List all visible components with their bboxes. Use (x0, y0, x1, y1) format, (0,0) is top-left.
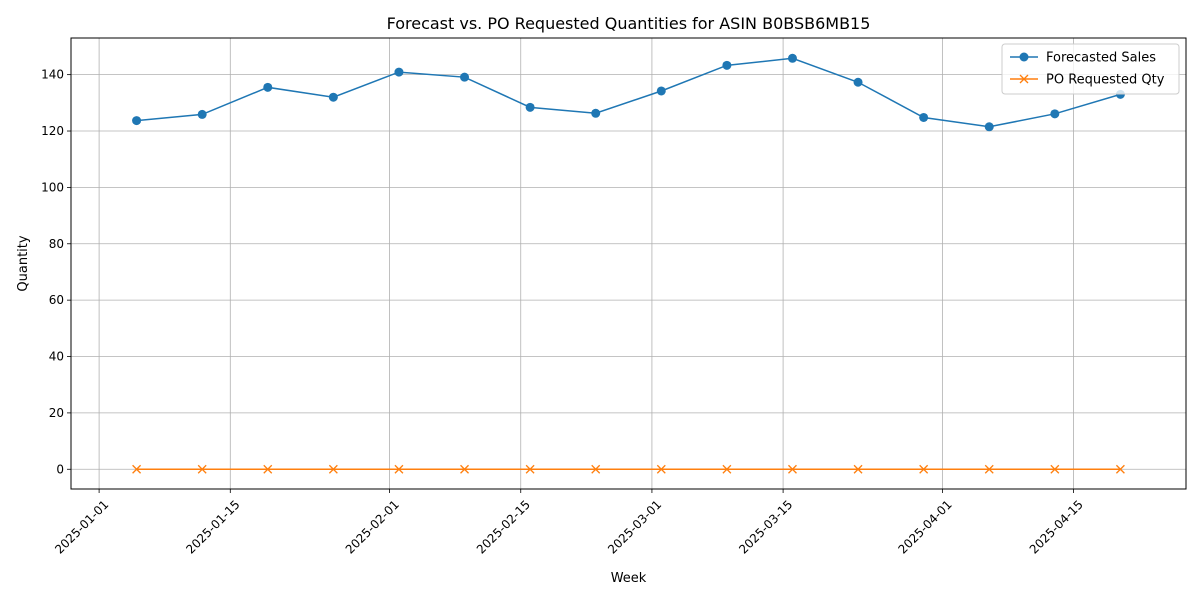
marker-stroke (788, 464, 797, 474)
marker-stroke (1115, 464, 1125, 474)
series-po-requested-qty (132, 464, 1125, 474)
x-axis-title: Week (611, 571, 647, 586)
x-tick-label: 2025-03-01 (605, 497, 664, 556)
x-tick-label: 2025-01-15 (183, 497, 242, 556)
data-point (263, 464, 273, 474)
y-axis: 0 20 40 60 80 100 120 140 (41, 68, 71, 476)
data-point (460, 464, 469, 474)
data-point (591, 108, 601, 118)
y-axis-title: Quantity (16, 235, 31, 291)
legend-label: PO Requested Qty (1046, 73, 1165, 88)
data-point (656, 464, 666, 474)
data-point (263, 82, 273, 92)
plot-frame (70, 37, 1187, 490)
y-tick-label: 40 (49, 350, 64, 364)
y-tick-label: 140 (41, 68, 64, 82)
data-point (1050, 109, 1060, 119)
legend: Forecasted Sales PO Requested Qty (1001, 43, 1180, 95)
marker-stroke (919, 464, 929, 474)
series-layer (132, 53, 1125, 474)
x-tick-label: 2025-04-01 (896, 497, 955, 556)
marker-stroke (132, 464, 142, 474)
x-tick-label: 2025-02-01 (343, 497, 402, 556)
marker-stroke (197, 464, 207, 474)
marker-stroke (591, 464, 601, 474)
marker-stroke (1050, 464, 1060, 474)
marker-stroke (394, 464, 404, 474)
chart-title: Forecast vs. PO Requested Quantities for… (387, 14, 871, 33)
data-point (788, 464, 797, 474)
data-point (591, 464, 601, 474)
marker-stroke (328, 464, 338, 474)
marker-stroke (263, 464, 273, 474)
y-tick-label: 100 (41, 180, 64, 194)
y-tick-label: 60 (49, 293, 64, 307)
legend-marker (1019, 52, 1029, 62)
data-point (197, 109, 207, 119)
data-point (984, 122, 994, 132)
data-point (1050, 464, 1060, 474)
legend-item: PO Requested Qty (1010, 73, 1165, 88)
data-point (984, 464, 994, 474)
marker-stroke (460, 464, 469, 474)
data-point (722, 60, 732, 70)
data-point (722, 464, 732, 474)
legend-marker (1019, 74, 1029, 84)
data-point (132, 116, 142, 126)
data-point (394, 67, 404, 77)
marker-stroke (525, 464, 535, 474)
data-point (656, 86, 666, 96)
data-point (853, 77, 863, 87)
series-forecasted-sales (132, 53, 1125, 132)
y-tick-label: 20 (49, 406, 64, 420)
data-point (132, 464, 142, 474)
x-tick-label: 2025-04-15 (1027, 497, 1086, 556)
y-tick-label: 0 (56, 462, 64, 476)
grid (71, 38, 1186, 489)
x-tick-label: 2025-01-01 (52, 497, 111, 556)
y-tick-label: 80 (49, 237, 64, 251)
data-point (328, 92, 338, 102)
marker-stroke (656, 464, 666, 474)
data-point (525, 102, 535, 112)
legend-label: Forecasted Sales (1046, 51, 1156, 66)
x-tick-label: 2025-02-15 (474, 497, 533, 556)
data-point (919, 112, 929, 122)
y-tick-label: 120 (41, 124, 64, 138)
marker-stroke (853, 464, 863, 474)
data-point (197, 464, 207, 474)
marker-stroke (722, 464, 732, 474)
data-point (525, 464, 535, 474)
x-axis: 2025-01-01 2025-01-15 2025-02-01 2025-02-15… (52, 489, 1086, 557)
data-point (919, 464, 929, 474)
data-point (787, 53, 797, 63)
data-point (394, 464, 404, 474)
marker-stroke (984, 464, 994, 474)
data-point (853, 464, 863, 474)
data-point (460, 72, 470, 82)
data-point (1115, 464, 1125, 474)
legend-box (1001, 43, 1180, 95)
data-point (328, 464, 338, 474)
x-tick-label: 2025-03-15 (736, 497, 795, 556)
series-line (136, 57, 1121, 128)
legend-item: Forecasted Sales (1010, 51, 1156, 66)
